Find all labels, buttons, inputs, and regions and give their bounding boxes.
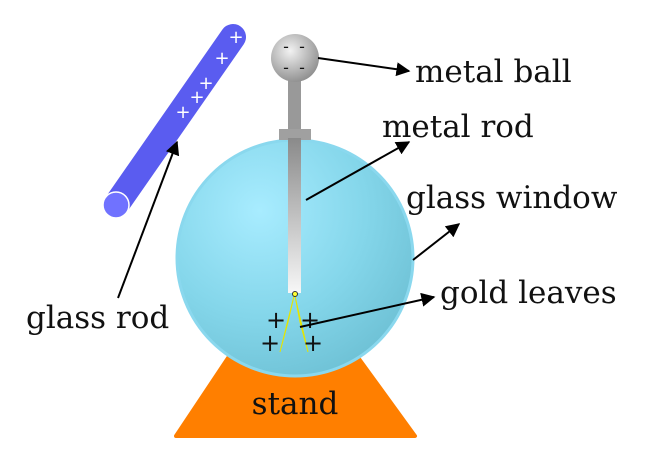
arrow-gold-leaves — [299, 292, 436, 328]
rod-charge: + — [198, 73, 213, 94]
glass-rod — [102, 24, 246, 219]
arrow-metal-ball — [317, 57, 411, 77]
metal-rod — [279, 80, 311, 293]
arrow-glass-rod — [117, 140, 180, 299]
gold-leaves — [279, 291, 309, 353]
label-metal-rod: metal rod — [382, 109, 534, 145]
rod-charge: + — [228, 27, 243, 48]
ball-charge: - — [299, 37, 305, 56]
ball-charge: - — [283, 58, 289, 77]
leaf-charge: + — [303, 329, 323, 357]
arrow-glass-window — [412, 223, 461, 261]
leader-arrows — [117, 57, 461, 328]
label-glass-rod: glass rod — [26, 300, 169, 336]
ball-charge: - — [283, 37, 289, 56]
arrow-metal-rod — [305, 141, 411, 201]
label-stand: stand — [252, 386, 339, 422]
rod-charge: + — [214, 48, 229, 69]
leaf-charge: + — [300, 306, 320, 334]
label-glass-window: glass window — [406, 180, 618, 216]
leaf-charge: + — [266, 306, 286, 334]
rod-charge: + — [189, 87, 204, 108]
metal-ball — [271, 34, 319, 82]
ball-charge: - — [299, 58, 305, 77]
rod-charge: + — [175, 102, 190, 123]
label-metal-ball: metal ball — [415, 54, 572, 90]
leaf-charge: + — [260, 329, 280, 357]
label-gold-leaves: gold leaves — [440, 275, 617, 311]
